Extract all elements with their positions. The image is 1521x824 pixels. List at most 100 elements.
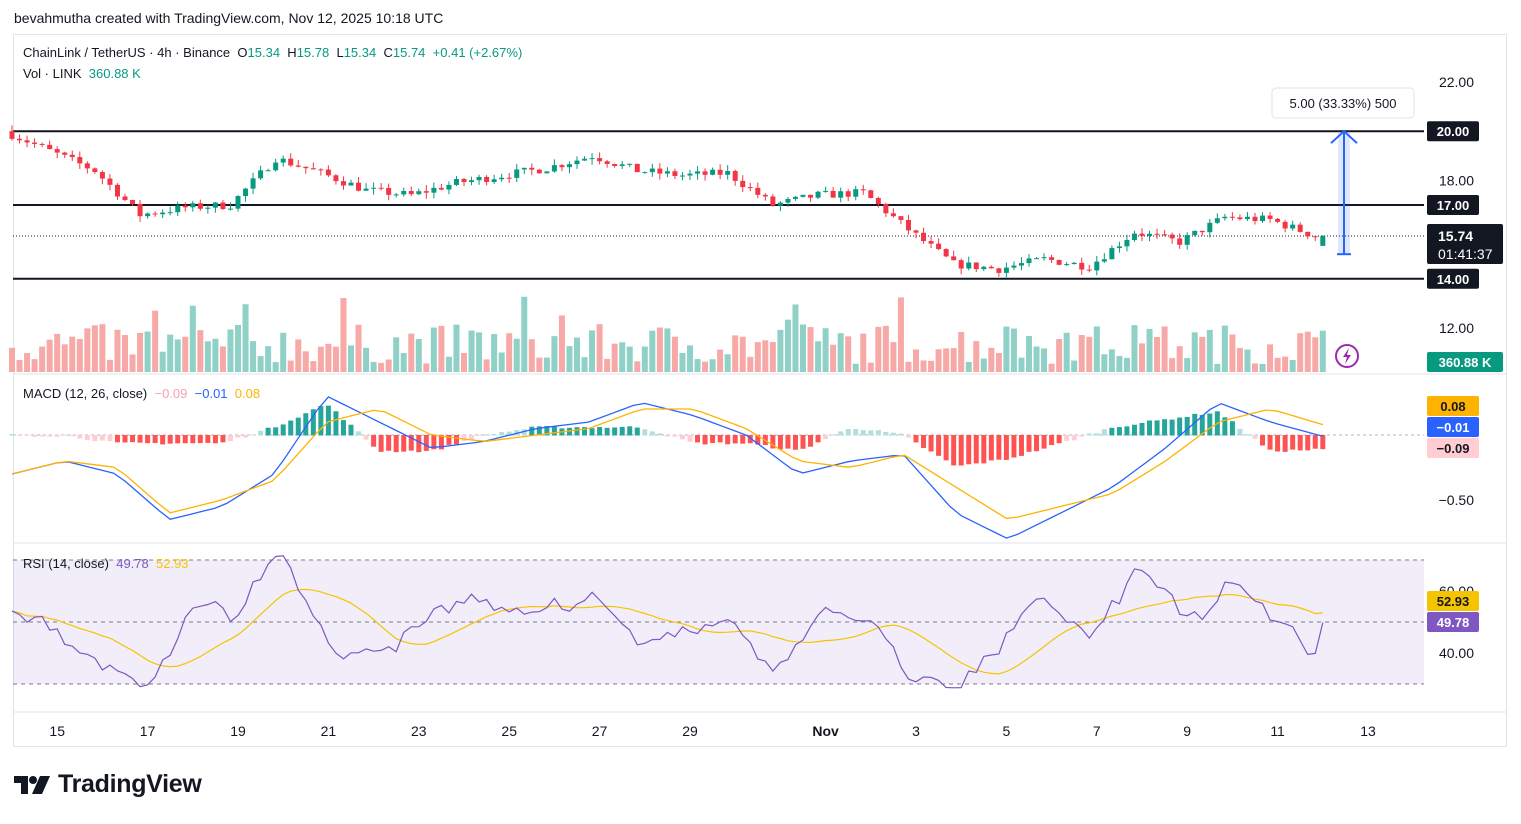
candle-body [1018,263,1024,266]
macd-hist-bar [92,435,98,442]
candle-body [619,164,625,167]
candle-body [408,191,414,195]
symbol-name[interactable]: ChainLink / TetherUS · 4h · Binance [23,45,231,60]
candle-body [1260,215,1266,222]
candle-body [702,171,708,175]
candle-body [1267,215,1273,219]
volume-bar [197,330,204,372]
candle-body [340,181,346,186]
macd-hist-bar [883,431,889,436]
macd-hist-bar [167,435,173,444]
volume-bar [875,326,882,372]
volume-bar [144,331,151,372]
macd-hist-bar [303,413,309,436]
macd-hist-bar [446,435,452,445]
macd-hist-bar [1139,423,1145,436]
volume-bar [24,353,31,372]
volume-bar [943,348,950,372]
macd-hist-bar [114,435,120,443]
volume-bar [551,336,558,372]
price-axis: 22.00 18.00 12.00 20.00 17.00 14.00 15.74 01:41… [13,74,1507,713]
macd-hist-bar [1116,427,1122,436]
macd-hist-bar [9,433,15,436]
macd-hist-bar [295,417,301,436]
candle-body [785,198,791,203]
rsi-tick: 40.00 [1439,645,1474,661]
volume-bar [445,356,452,372]
volume-bar [423,363,430,372]
volume-bar [250,341,257,372]
volume-bar [694,359,701,372]
volume-bar [732,335,739,372]
macd-legend[interactable]: MACD (12, 26, close) −0.09 −0.01 0.08 [23,386,260,401]
candle-body [1192,230,1198,236]
volume-bar [1244,349,1251,372]
low-label: L [336,45,344,60]
macd-hist-bar [1320,435,1326,450]
volume-bar [287,360,294,372]
volume-bar [212,338,219,372]
volume-bar [468,330,475,372]
time-label: 5 [1003,723,1011,739]
candle-body [1086,269,1092,271]
tradingview-logo[interactable]: TradingView [14,770,202,799]
macd-hist-bar [280,424,286,436]
volume-bar [99,324,106,372]
candle-body [808,194,814,198]
candle-body [664,171,670,174]
macd-hist-bar [1244,434,1250,436]
volume-bar [965,361,972,372]
macd-hist-bar [461,435,467,442]
level-badge-bg [1427,195,1479,215]
volume-bar [792,304,799,372]
macd-hist-bar [423,435,429,451]
macd-hist-bar [310,409,316,436]
macd-hist-bar [973,435,979,464]
volume-bar [920,360,927,372]
candle-body [1275,218,1281,222]
volume-bar [1048,363,1055,372]
level-badge-text: 20.00 [1437,124,1470,139]
volume-bar [656,327,663,372]
volume-bar [1236,347,1243,372]
low-value: 15.34 [343,45,377,60]
volume-bar [1312,337,1319,372]
rsi-legend[interactable]: RSI (14, close) 49.78 52.93 [23,556,189,571]
volume-bar [709,359,716,372]
volume-bar [604,358,611,372]
candle-body [536,169,542,174]
volume-bar [1199,336,1206,372]
candle-body [1162,234,1168,236]
level-badge-text: 14.00 [1437,272,1470,287]
candle-body [446,184,452,190]
candle-body [32,142,38,144]
volume-bar [739,336,746,372]
candle-body [1214,218,1220,223]
volume-bar [69,336,76,372]
volume-bar [302,351,309,372]
time-label: 15 [49,723,65,739]
macd-legend-hist: −0.09 [154,386,188,401]
candle-body [363,188,369,191]
candle-body [469,180,475,183]
candle-body [288,158,294,166]
volume-bar [566,346,573,372]
volume-bar [54,333,61,372]
time-label: 7 [1093,723,1101,739]
volume-bar [897,297,904,372]
volume-bar [830,344,837,372]
volume-bar [1214,363,1221,372]
candle-body [130,200,136,204]
macd-hist-bar [702,435,708,445]
candle-body [243,188,249,197]
macd-hist-bar [197,435,203,444]
candle-body [152,213,158,215]
level-badge: 17.00 [1427,195,1479,215]
candle-body [582,158,588,161]
macd-hist-bar [1026,435,1032,452]
high-label: H [287,45,297,60]
volume-bar [536,357,543,372]
rsi-line [11,555,1324,689]
volume-bar [1101,354,1108,372]
